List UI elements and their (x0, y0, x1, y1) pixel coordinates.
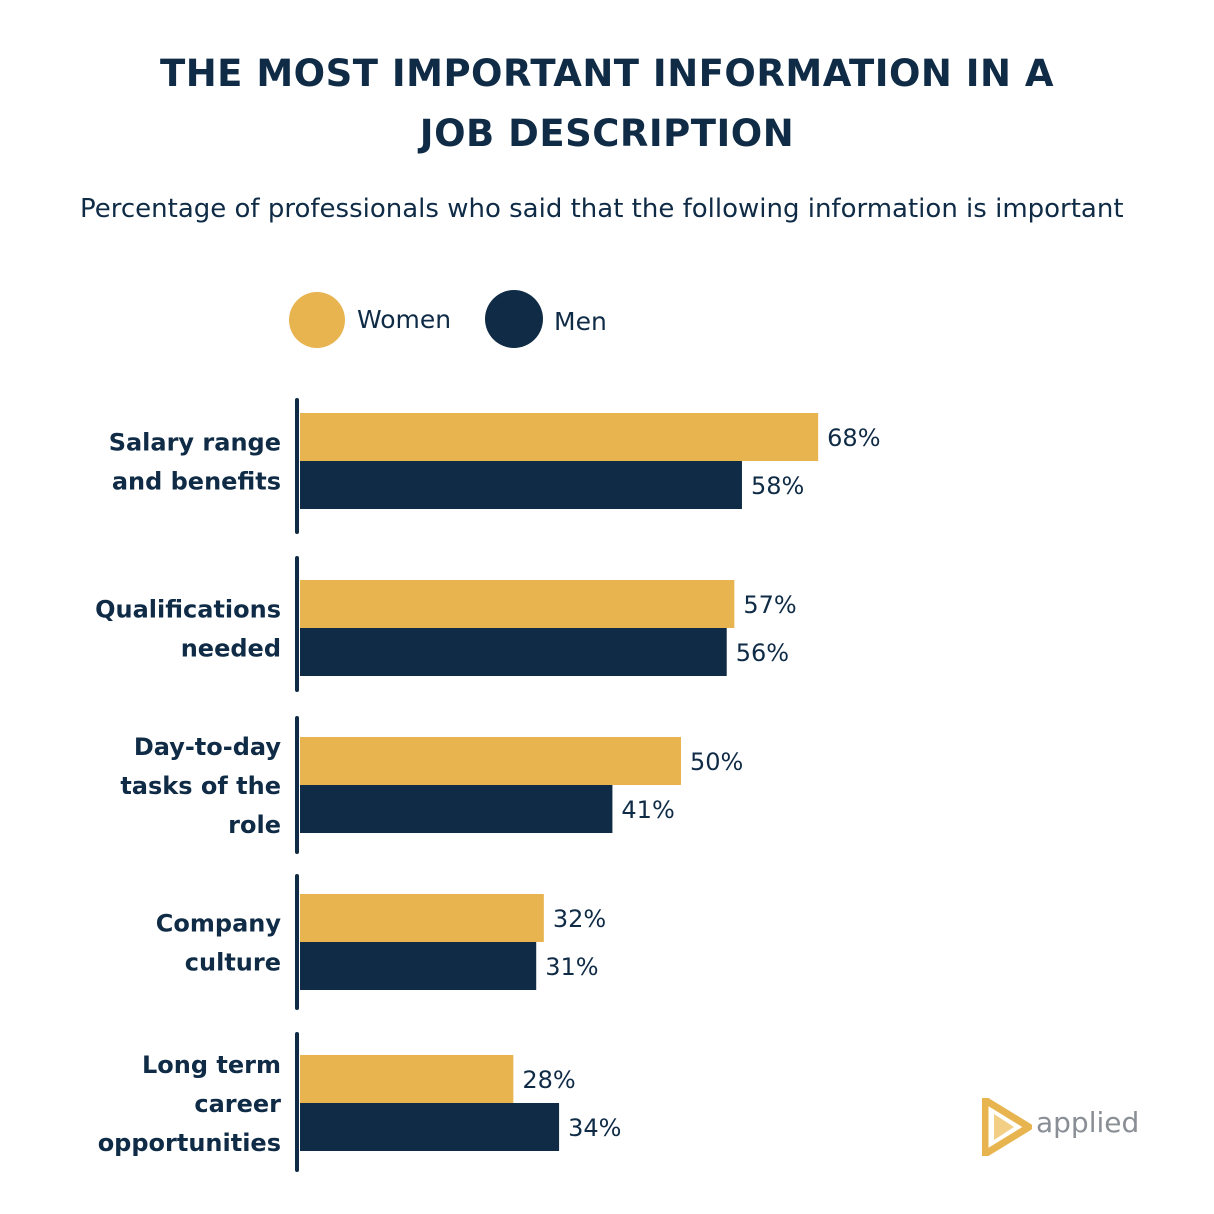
category-label: career (194, 1090, 281, 1118)
bar-women (300, 894, 544, 942)
data-label-men: 31% (545, 953, 598, 981)
data-label-men: 34% (568, 1114, 621, 1142)
data-label-men: 58% (751, 472, 804, 500)
data-label-men: 56% (736, 639, 789, 667)
legend-swatch-women (289, 292, 345, 348)
category-group: Long term career opportunities 28% 34% (98, 1032, 621, 1172)
bar-men (300, 785, 613, 833)
data-label-women: 28% (522, 1066, 575, 1094)
bar-men (300, 628, 727, 676)
data-label-men: 41% (621, 796, 674, 824)
play-triangle-icon (982, 1098, 1032, 1156)
data-label-women: 57% (743, 591, 796, 619)
bar-women (300, 580, 735, 628)
data-label-women: 32% (553, 905, 606, 933)
category-label: needed (181, 635, 281, 663)
bar-men (300, 461, 742, 509)
category-label: opportunities (98, 1129, 281, 1157)
data-label-women: 50% (690, 748, 743, 776)
category-label: role (228, 811, 281, 839)
category-label: and benefits (112, 468, 281, 496)
legend-label-women: Women (357, 305, 452, 334)
category-label: tasks of the (120, 772, 281, 800)
category-group: Day-to-day tasks of the role 50% 41% (120, 716, 743, 854)
category-group: Company culture 32% 31% (156, 874, 606, 1010)
chart-subtitle: Percentage of professionals who said tha… (80, 194, 1124, 224)
legend-swatch-men (485, 290, 543, 348)
applied-logo: applied (982, 1098, 1142, 1158)
category-label: Qualifications (95, 596, 281, 624)
legend-label-men: Men (554, 307, 607, 336)
logo-text: applied (1036, 1106, 1140, 1139)
bar-women (300, 1055, 514, 1103)
category-label: Long term (142, 1051, 281, 1079)
data-label-women: 68% (827, 424, 880, 452)
bar-women (300, 737, 681, 785)
category-label: Salary range (109, 429, 281, 457)
chart-title-line-1: THE MOST IMPORTANT INFORMATION IN A (159, 52, 1055, 95)
category-label: Company (156, 910, 282, 938)
category-group: Qualifications needed 57% 56% (95, 556, 797, 692)
bar-men (300, 1103, 560, 1151)
category-label: culture (185, 949, 281, 977)
chart-title-line-2: JOB DESCRIPTION (419, 112, 795, 155)
bar-men (300, 942, 537, 990)
category-label: Day-to-day (134, 733, 282, 761)
chart-title: THE MOST IMPORTANT INFORMATION IN A JOB … (0, 44, 1214, 164)
bar-women (300, 413, 819, 461)
category-group: Salary range and benefits 68% 58% (109, 398, 881, 534)
